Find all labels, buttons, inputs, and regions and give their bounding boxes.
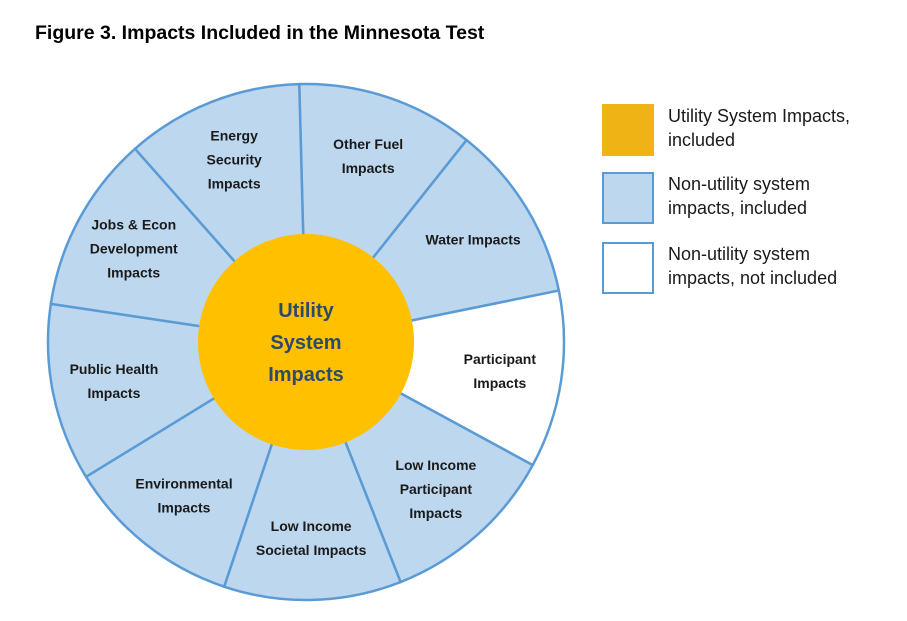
wheel-segment-label-1: Other Fuel Impacts xyxy=(333,136,403,176)
legend-item-non-utility-included: Non-utility system impacts, included xyxy=(602,172,902,228)
legend-label-non-utility-included: Non-utility system impacts, included xyxy=(668,174,811,218)
legend-swatch-utility xyxy=(602,104,654,156)
wheel-segment-label-4: Low Income Participant Impacts xyxy=(395,457,476,521)
wheel-segment-label-7: Public Health Impacts xyxy=(70,361,159,401)
wheel-segment-label-6: Environmental Impacts xyxy=(135,475,232,515)
center-circle xyxy=(198,234,414,450)
wheel-segment-label-2: Water Impacts xyxy=(426,232,521,248)
wheel-segment-label-8: Jobs & Econ Development Impacts xyxy=(90,216,178,280)
wheel-segment-label-3: Participant Impacts xyxy=(464,351,537,391)
wheel-segment-label-9: Energy Security Impacts xyxy=(207,128,262,192)
center-label: Utility System Impacts xyxy=(268,300,344,386)
legend-item-non-utility-not-included: Non-utility system impacts, not included xyxy=(602,242,902,298)
legend-label-non-utility-not-included: Non-utility system impacts, not included xyxy=(668,244,838,288)
wheel-segment-5 xyxy=(222,338,403,602)
legend: Utility System Impacts, included Non-uti… xyxy=(602,0,902,300)
legend-swatch-non-utility-included xyxy=(602,172,654,224)
legend-swatch-non-utility-not-included xyxy=(602,242,654,294)
figure-title: Figure 3. Impacts Included in the Minnes… xyxy=(35,22,485,44)
wheel-segment-label-5: Low Income Societal Impacts xyxy=(256,518,367,558)
legend-label-utility-included: Utility System Impacts, included xyxy=(668,106,851,150)
legend-item-utility-included: Utility System Impacts, included xyxy=(602,104,902,160)
